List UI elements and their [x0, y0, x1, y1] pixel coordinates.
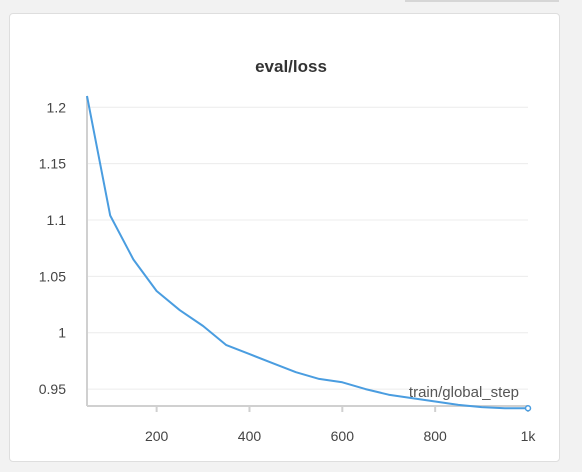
x-tick-label: 1k [521, 428, 537, 444]
x-tick-label: 600 [331, 428, 355, 444]
series-end-point [524, 405, 532, 412]
x-tick-label: 800 [423, 428, 447, 444]
y-tick-label: 1 [58, 325, 66, 341]
grid-lines [87, 106, 528, 390]
y-tick-label: 1.15 [39, 156, 66, 172]
x-tick-label: 200 [145, 428, 169, 444]
y-tick-label: 1.05 [39, 268, 66, 284]
y-tick-label: 1.1 [47, 212, 67, 228]
series-line [86, 95, 528, 410]
axes [86, 96, 528, 407]
x-tick-labels: 200 400 600 800 1k [145, 406, 536, 444]
x-tick-label: 400 [238, 428, 262, 444]
y-tick-label: 1.2 [47, 99, 67, 115]
x-axis-label: train/global_step [409, 384, 519, 401]
series-group [86, 95, 532, 412]
y-tick-label: 0.95 [39, 381, 66, 397]
y-tick-labels: 0.95 1 1.05 1.1 1.15 1.2 [39, 99, 66, 397]
top-tab-edge [405, 0, 559, 2]
chart-title: eval/loss [255, 57, 327, 76]
chart-panel [9, 13, 560, 462]
